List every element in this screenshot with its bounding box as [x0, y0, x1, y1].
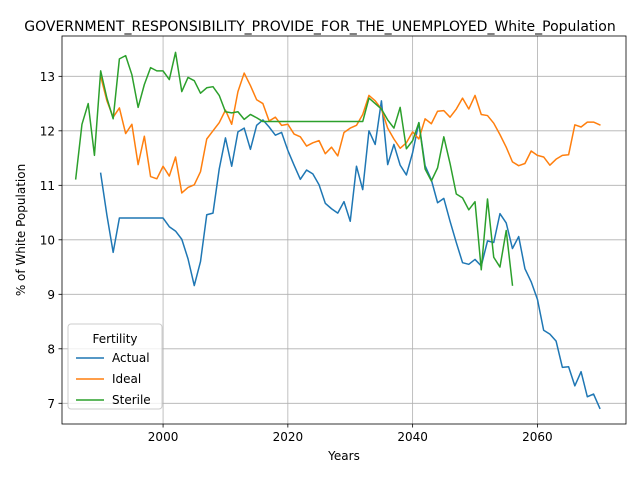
y-tick-label: 7	[47, 397, 55, 411]
axes: 2000 2020 2040 2060 7 8 9 10 11 12 13	[40, 70, 553, 444]
x-tick-label: 2020	[273, 430, 304, 444]
y-tick-label: 8	[47, 342, 55, 356]
y-tick-label: 9	[47, 288, 55, 302]
chart-title: GOVERNMENT_RESPONSIBILITY_PROVIDE_FOR_TH…	[24, 19, 615, 35]
x-tick-label: 2060	[522, 430, 553, 444]
legend-title: Fertility	[92, 332, 137, 346]
series-line-ideal	[99, 72, 601, 194]
x-tick-label: 2040	[397, 430, 428, 444]
series-line-actual	[99, 100, 601, 410]
legend-label-ideal: Ideal	[112, 372, 141, 386]
grid	[62, 36, 626, 424]
series-lines	[74, 51, 601, 410]
plot-area	[61, 35, 627, 425]
y-tick-label: 12	[40, 124, 55, 138]
x-tick-label: 2000	[148, 430, 179, 444]
y-tick-label: 13	[40, 70, 55, 84]
legend-label-sterile: Sterile	[112, 393, 151, 407]
legend: Fertility Actual Ideal Sterile	[67, 323, 163, 410]
series-line-sterile	[74, 51, 514, 286]
legend-label-actual: Actual	[112, 351, 150, 365]
y-axis-label: % of White Population	[14, 164, 28, 296]
y-tick-label: 11	[40, 179, 55, 193]
x-axis-label: Years	[327, 449, 360, 463]
y-tick-label: 10	[40, 233, 55, 247]
legend-box	[67, 323, 163, 410]
